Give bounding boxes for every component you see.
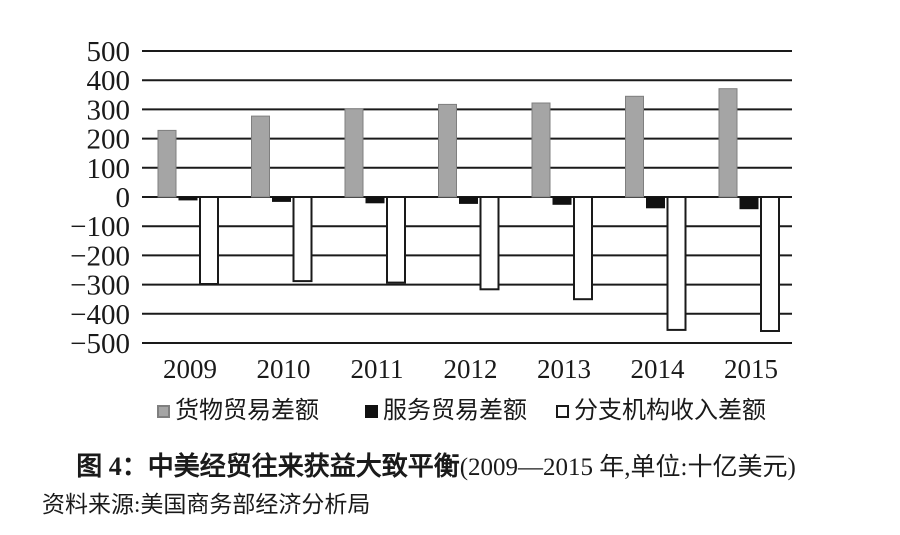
x-tick-label: 2014 (631, 354, 686, 384)
legend-swatch-goods (157, 404, 170, 418)
bar-services (365, 196, 385, 204)
figure-caption-title: 图 4：中美经贸往来获益大致平衡 (76, 452, 460, 481)
y-tick-label: −200 (70, 240, 130, 272)
bar-goods (157, 129, 177, 198)
bar-branch (760, 196, 780, 332)
bar-services (178, 196, 198, 201)
legend-item-branch: 分支机构收入差额 (556, 397, 766, 425)
chart-legend: 货物贸易差额 服务贸易差额 分支机构收入差额 (157, 397, 766, 425)
bar-services (459, 196, 478, 204)
x-tick-label: 2009 (163, 354, 217, 384)
bar-goods (531, 102, 551, 198)
x-tick-label: 2013 (537, 354, 591, 384)
y-tick-label: 500 (87, 36, 131, 68)
x-tick-label: 2010 (257, 354, 311, 384)
bar-branch (386, 196, 406, 284)
legend-item-goods: 货物贸易差额 (157, 397, 319, 425)
legend-swatch-branch (556, 404, 569, 418)
y-tick-label: −500 (70, 328, 130, 360)
y-tick-label: 200 (87, 124, 131, 156)
bar-branch (666, 196, 687, 331)
y-tick-label: 100 (87, 153, 131, 185)
bar-services (272, 196, 291, 202)
bar-goods (251, 115, 270, 198)
x-tick-label: 2015 (724, 354, 778, 384)
bar-branch (479, 196, 500, 291)
bar-goods (344, 108, 364, 198)
legend-swatch-services (365, 404, 378, 418)
y-tick-label: −100 (70, 211, 130, 243)
figure-caption-detail: (2009—2015 年,单位:十亿美元) (459, 454, 796, 481)
bar-branch (292, 196, 313, 283)
bar-services (739, 196, 759, 210)
source-note: 资料来源:美国商务部经济分析局 (42, 492, 371, 517)
legend-label-services: 服务贸易差额 (383, 398, 527, 424)
bar-goods (718, 88, 738, 198)
y-tick-label: −300 (70, 270, 130, 302)
legend-item-services: 服务贸易差额 (365, 397, 527, 425)
bar-services (646, 196, 665, 209)
y-tick-label: 400 (87, 65, 131, 97)
bar-goods (625, 95, 644, 198)
y-tick-label: −400 (70, 299, 130, 331)
bar-goods (438, 103, 457, 198)
figure-caption: 图 4：中美经贸往来获益大致平衡(2009—2015 年,单位:十亿美元) (0, 452, 872, 483)
y-tick-label: 0 (116, 182, 131, 214)
y-tick-label: 300 (87, 94, 131, 126)
bar-branch (199, 196, 219, 285)
legend-label-goods: 货物贸易差额 (175, 398, 319, 424)
bar-branch (573, 196, 593, 301)
x-tick-label: 2011 (351, 354, 404, 384)
bar-services (552, 196, 572, 205)
legend-label-branch: 分支机构收入差额 (574, 398, 766, 424)
x-tick-label: 2012 (444, 354, 498, 384)
